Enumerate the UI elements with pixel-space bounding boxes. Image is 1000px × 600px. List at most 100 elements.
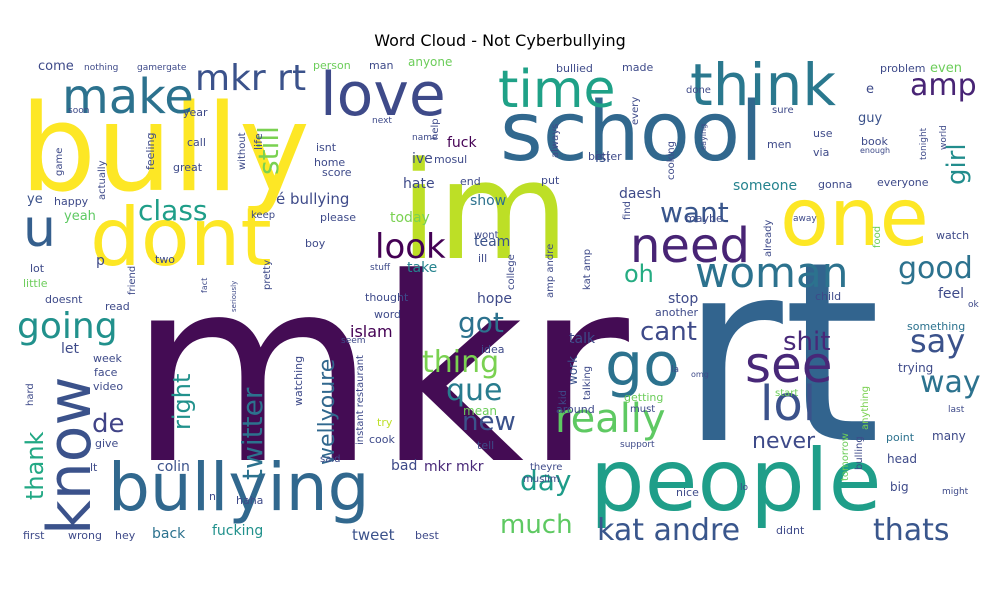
word-hate: hate xyxy=(403,176,435,192)
word-today: today xyxy=(390,210,430,226)
word-great: great xyxy=(173,161,203,174)
word-name: name xyxy=(412,133,438,143)
word-look: look xyxy=(375,227,446,267)
word-back: back xyxy=(152,526,186,542)
word-rt: rt xyxy=(680,208,881,499)
word-really: really xyxy=(555,396,666,442)
word-tonight: tonight xyxy=(919,127,929,160)
word-love: love xyxy=(320,60,446,130)
word-tell: tell xyxy=(477,439,494,452)
word-ok: ok xyxy=(968,300,980,310)
word-idea: idea xyxy=(481,343,505,356)
word-another: another xyxy=(655,306,698,319)
word-cant: cant xyxy=(640,317,697,347)
word-need: need xyxy=(630,218,750,274)
word-p: p xyxy=(96,253,105,269)
word-end: end xyxy=(460,175,481,188)
word-score: score xyxy=(322,166,352,179)
word-start: start xyxy=(775,388,798,399)
word-amp: amp xyxy=(910,68,977,103)
word-watching: watching xyxy=(292,356,305,406)
word-tweet: tweet xyxy=(352,526,395,544)
word-thought: thought xyxy=(365,291,409,304)
word-guy: guy xyxy=(858,111,882,126)
word-woman: woman xyxy=(695,248,848,297)
word-pretty: pretty xyxy=(262,260,273,290)
word-time: time xyxy=(498,60,615,120)
word-instant-restaurant: instant restaurant xyxy=(355,355,366,445)
word-seem: seem xyxy=(341,336,366,346)
word-cooking: cooking xyxy=(666,141,677,180)
word-bullying: bullying xyxy=(108,449,370,526)
word-point: point xyxy=(886,431,915,444)
word-everyone: everyone xyxy=(877,176,929,189)
word-try: try xyxy=(377,416,393,429)
word-around: around xyxy=(556,403,595,416)
word-many: many xyxy=(932,429,966,443)
word-islam: islam xyxy=(350,322,393,341)
word-que: que xyxy=(446,373,503,408)
word-mosul: mosul xyxy=(434,153,467,166)
word-keep: keep xyxy=(251,210,275,221)
word-lol: lol xyxy=(760,376,816,432)
word-sure: sure xyxy=(772,105,794,116)
word-maybe: maybe xyxy=(685,212,723,225)
word-u: u xyxy=(23,199,56,259)
word-enough: enough xyxy=(860,146,890,155)
word-please: please xyxy=(320,211,356,224)
word-class: class xyxy=(138,194,208,227)
word-someone: someone xyxy=(733,178,797,194)
word-college: college xyxy=(506,254,517,290)
word-made: made xyxy=(622,61,653,74)
word-e: e xyxy=(866,82,874,97)
word-lot: lot xyxy=(30,262,45,275)
word-feel: feel xyxy=(938,286,964,302)
word-said: said xyxy=(320,454,340,465)
word-isnt: isnt xyxy=(316,141,337,154)
word-soon: soon xyxy=(68,106,89,116)
word-é-bullying: é bullying xyxy=(276,190,349,208)
word-saying: saying xyxy=(699,124,708,150)
word-new: new xyxy=(462,407,516,437)
word-already: already xyxy=(763,220,774,257)
word-fucking: fucking xyxy=(212,523,263,539)
word-mean: mean xyxy=(463,404,497,418)
word-n: n xyxy=(209,490,216,503)
word-word: word xyxy=(374,308,401,321)
word-wrong: wrong xyxy=(68,529,102,542)
word-think: think xyxy=(690,51,836,119)
word-done: done xyxy=(686,85,711,96)
word-fuck: fuck xyxy=(447,135,477,151)
word-help: help xyxy=(430,118,441,140)
word-cook: cook xyxy=(369,433,396,446)
word-gamergate: gamergate xyxy=(137,63,187,73)
word-wont: wont xyxy=(474,230,499,241)
chart-title: Word Cloud - Not Cyberbullying xyxy=(374,31,626,50)
word-find: find xyxy=(622,201,633,220)
word-colin: colin xyxy=(157,459,190,475)
word-hard: hard xyxy=(25,383,36,406)
word-tomorrow: tomorrow xyxy=(840,433,851,481)
word-team: team xyxy=(474,234,510,250)
word-actually: actually xyxy=(97,160,108,200)
word-give: give xyxy=(95,437,119,450)
word-seriously: seriously xyxy=(230,281,238,312)
word-bully: bully xyxy=(20,80,310,219)
word-away: away xyxy=(793,214,817,224)
word-let: let xyxy=(61,341,80,357)
word-anything: anything xyxy=(860,386,871,430)
word-might: might xyxy=(942,487,969,497)
word-mkr-rt: mkr rt xyxy=(195,58,306,99)
word-kat-andre: kat andre xyxy=(597,513,740,548)
word-omg: omg xyxy=(691,370,709,379)
word-big: big xyxy=(890,480,909,494)
word-shit: shit xyxy=(783,327,830,357)
word-game: game xyxy=(54,148,65,176)
word-day: day xyxy=(520,464,572,497)
word-first: first xyxy=(23,529,45,542)
word-doesnt: doesnt xyxy=(45,293,83,306)
word-go: go xyxy=(605,330,680,400)
word-even: even xyxy=(930,61,962,76)
word-food: food xyxy=(872,226,883,248)
